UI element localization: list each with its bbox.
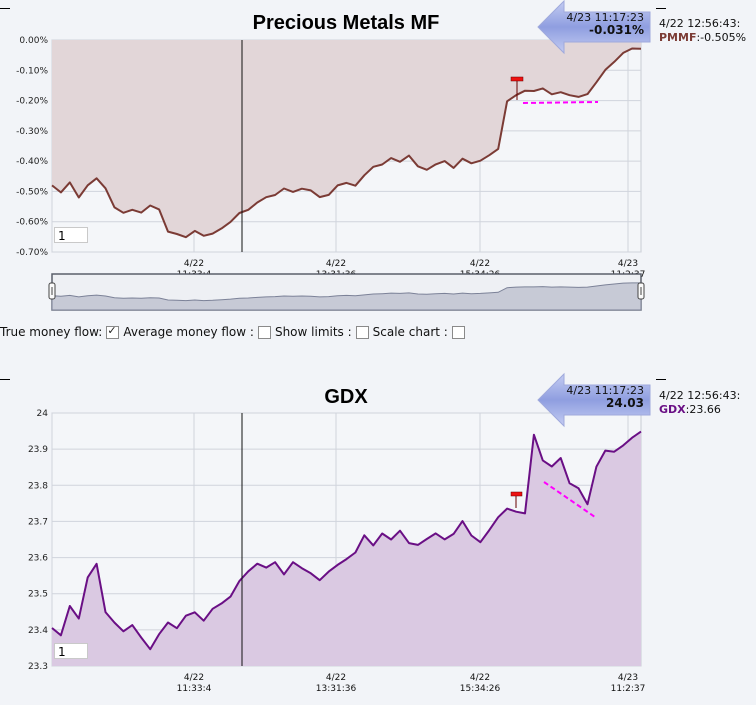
x-tick-date: 4/22: [326, 259, 346, 269]
y-tick-label: -0.50%: [16, 187, 48, 197]
y-tick-label: -0.40%: [16, 157, 48, 167]
controls-row: True money flow: Average money flow : Sh…: [0, 324, 469, 339]
signal-marker: [510, 491, 523, 497]
x-tick-date: 4/23: [618, 673, 638, 683]
trend-line: [543, 481, 596, 518]
arrow-value-2: 24.03: [606, 396, 644, 410]
y-tick-label: 0.00%: [19, 36, 48, 46]
scale-chart-label: Scale chart :: [372, 325, 448, 339]
scale-chart-checkbox-placeholder[interactable]: [355, 325, 369, 339]
side-readout-2: 4/22 12:56:43: GDX:23.66: [659, 389, 740, 417]
average-money-flow-label: Average money flow :: [123, 325, 254, 339]
x-tick-date: 4/23: [618, 259, 638, 269]
series-line: [51, 430, 642, 651]
x-tick-time: 15:34:26: [460, 684, 501, 694]
value-arrow: 4/23 11:17:23 -0.031%: [537, 0, 651, 55]
side-time: 4/22 12:56:43:: [659, 17, 741, 30]
x-tick-time: 13:31:36: [316, 684, 357, 694]
y-tick-label: -0.70%: [16, 248, 48, 258]
top-dash-2: [0, 379, 10, 380]
period-input[interactable]: 1: [54, 227, 88, 243]
pmmf-chart: 0.00% -0.10% -0.20% -0.30% -0.40% -0.50% -0.60…: [16, 36, 645, 280]
trend-line: [522, 101, 599, 104]
side-symbol-2: GDX: [659, 403, 686, 416]
x-tick-date: 4/22: [470, 259, 490, 269]
y-tick-label: -0.30%: [16, 127, 48, 137]
y-tick-label: -0.10%: [16, 66, 48, 76]
side-value: :-0.505%: [696, 31, 747, 44]
y-tick-label: 23.9: [28, 445, 48, 455]
series-area: [52, 431, 641, 666]
series-line: [51, 47, 642, 239]
range-navigator[interactable]: [0, 270, 756, 315]
true-money-flow-label: True money flow:: [0, 325, 103, 339]
y-tick-label: 23.8: [28, 481, 48, 491]
x-tick-time: 11:33:4: [177, 684, 212, 694]
y-tick-label: 23.7: [28, 517, 48, 527]
x-tick-time: 11:2:37: [611, 684, 646, 694]
y-tick-label: 24: [37, 409, 49, 419]
show-limits-checkbox[interactable]: [257, 325, 271, 339]
side-dash: [656, 8, 666, 9]
x-tick-date: 4/22: [184, 673, 204, 683]
side-dash-2: [656, 379, 666, 380]
series-area: [52, 40, 641, 238]
x-tick-date: 4/22: [326, 673, 346, 683]
side-time-2: 4/22 12:56:43:: [659, 389, 741, 402]
arrow-time-2: 4/23 11:17:23: [566, 384, 644, 397]
y-tick-label: 23.6: [28, 554, 48, 564]
period-input-2[interactable]: 1: [54, 643, 88, 659]
side-symbol: PMMF: [659, 31, 697, 44]
x-tick-date: 4/22: [470, 673, 490, 683]
navigator-area: [51, 282, 642, 311]
y-tick-label: 23.4: [28, 626, 48, 636]
average-money-flow-checkbox[interactable]: [106, 324, 120, 339]
x-tick-date: 4/22: [184, 259, 204, 269]
y-tick-label: 23.3: [28, 662, 48, 672]
top-dash: [0, 8, 10, 9]
chart-title: Precious Metals MF: [252, 12, 440, 34]
show-limits-label: Show limits :: [274, 325, 352, 339]
arrow-time: 4/23 11:17:23: [566, 11, 644, 24]
arrow-value: -0.031%: [589, 23, 644, 37]
y-tick-label: -0.20%: [16, 97, 48, 107]
y-tick-label: 23.5: [28, 590, 48, 600]
side-value-2: :23.66: [685, 403, 721, 416]
scale-chart-checkbox[interactable]: [451, 325, 465, 339]
side-readout: 4/22 12:56:43: PMMF:-0.505%: [659, 17, 746, 45]
y-tick-label: -0.60%: [16, 218, 48, 228]
chart-title-2: GDX: [324, 386, 368, 408]
value-arrow-2: 4/23 11:17:23 24.03: [537, 372, 651, 428]
